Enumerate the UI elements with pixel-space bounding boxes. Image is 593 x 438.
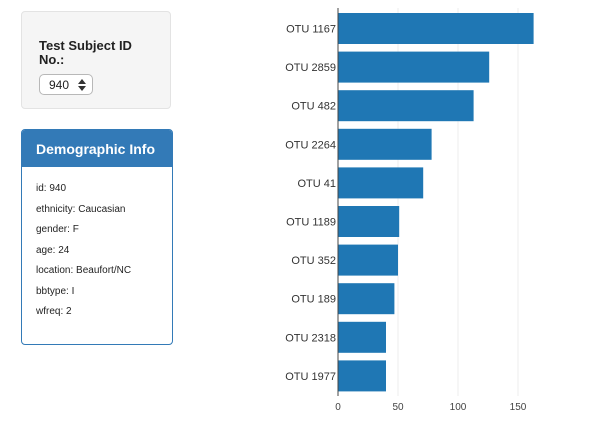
y-tick-label: OTU 2318 <box>285 332 336 344</box>
demographic-body: id: 940 ethnicity: Caucasian gender: F a… <box>22 167 172 326</box>
y-tick-label: OTU 482 <box>291 101 336 113</box>
bar[interactable] <box>338 90 474 122</box>
demo-id: id: 940 <box>36 183 67 194</box>
x-tick-label: 0 <box>335 402 341 413</box>
demo-location: location: Beaufort/NC <box>36 265 132 276</box>
demo-gender: gender: F <box>36 224 79 235</box>
demo-wfreq: wfreq: 2 <box>36 306 72 317</box>
x-tick-label: 100 <box>450 402 467 413</box>
demographic-title: Demographic Info <box>22 130 172 167</box>
y-tick-label: OTU 2264 <box>285 139 336 151</box>
bar[interactable] <box>338 206 400 237</box>
y-tick-label: OTU 1189 <box>286 217 336 229</box>
bar[interactable] <box>338 51 490 83</box>
bar[interactable] <box>338 360 386 392</box>
bar[interactable] <box>338 13 534 44</box>
subject-id-label: Test Subject ID No.: <box>39 38 132 67</box>
y-tick-label: OTU 1977 <box>285 371 336 383</box>
bar[interactable] <box>338 167 424 199</box>
x-tick-label: 150 <box>510 402 527 413</box>
y-tick-label: OTU 1167 <box>286 24 336 36</box>
bar[interactable] <box>338 283 395 315</box>
demo-ethnicity: ethnicity: Caucasian <box>36 203 126 215</box>
bar[interactable] <box>338 244 398 276</box>
updown-arrows-icon <box>78 78 86 92</box>
demo-age: age: 24 <box>36 244 70 256</box>
demo-bbtype: bbtype: I <box>36 285 75 297</box>
y-tick-label: OTU 189 <box>291 294 336 306</box>
y-tick-label: OTU 2859 <box>285 62 336 74</box>
selector-panel: Test Subject ID No.: 940 <box>21 11 171 109</box>
y-tick-label: OTU 41 <box>297 178 336 190</box>
subject-id-selected-value: 940 <box>49 78 70 92</box>
demographic-panel: Demographic Info id: 940 ethnicity: Cauc… <box>21 129 173 345</box>
bar[interactable] <box>338 321 386 353</box>
x-tick-label: 50 <box>392 402 404 413</box>
bar[interactable] <box>338 128 432 160</box>
subject-id-select[interactable]: 940 <box>39 74 93 95</box>
y-tick-label: OTU 352 <box>291 255 336 267</box>
